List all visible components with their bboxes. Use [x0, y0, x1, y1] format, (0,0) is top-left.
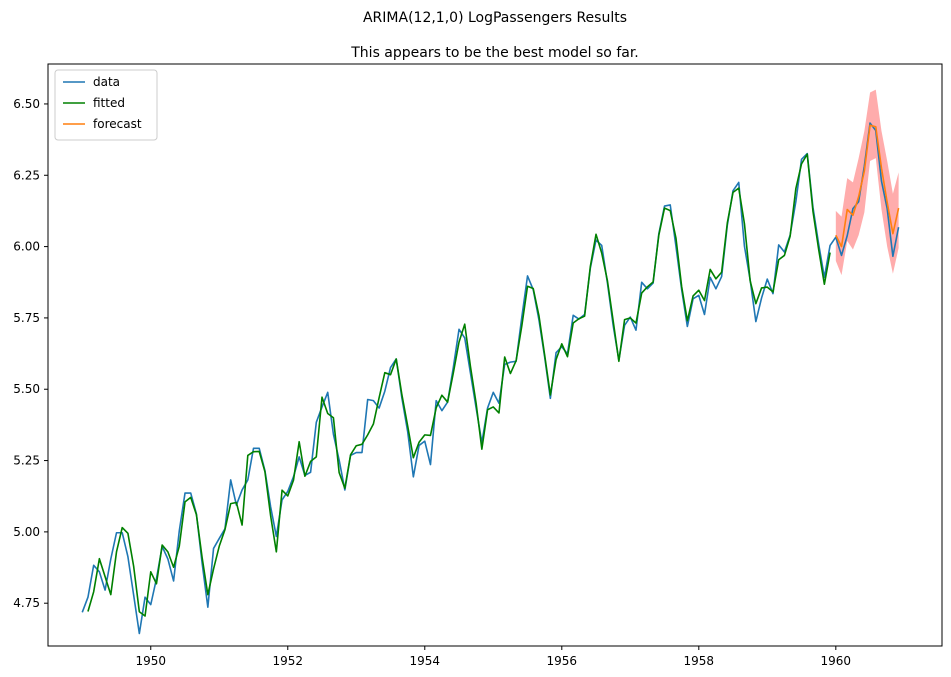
y-tick-label: 5.50	[13, 382, 40, 396]
chart-title: ARIMA(12,1,0) LogPassengers Results	[363, 10, 627, 26]
y-tick-label: 5.25	[13, 454, 40, 468]
forecast-confidence-band	[835, 89, 899, 276]
plot-area-frame	[47, 63, 943, 647]
chart-subtitle: This appears to be the best model so far…	[350, 45, 639, 61]
y-tick-label: 5.00	[13, 525, 40, 539]
x-tick-label: 1950	[135, 654, 166, 668]
x-tick-label: 1958	[684, 654, 715, 668]
legend-label-data: data	[93, 75, 120, 89]
y-tick-label: 6.50	[13, 97, 40, 111]
x-tick-label: 1952	[272, 654, 303, 668]
series-line-forecast	[835, 124, 900, 248]
y-tick-label: 6.00	[13, 240, 40, 254]
series-line-fitted	[87, 153, 831, 617]
y-tick-label: 5.75	[13, 311, 40, 325]
x-tick-label: 1954	[410, 654, 441, 668]
y-tick-label: 4.75	[13, 596, 40, 610]
x-tick-label: 1960	[821, 654, 852, 668]
legend-label-forecast: forecast	[93, 117, 142, 131]
series-line-data	[81, 122, 900, 635]
legend-box	[54, 69, 158, 141]
y-tick-label: 6.25	[13, 168, 40, 182]
legend-label-fitted: fitted	[93, 96, 125, 110]
x-tick-label: 1956	[547, 654, 578, 668]
legend: data fitted forecast	[54, 69, 158, 141]
